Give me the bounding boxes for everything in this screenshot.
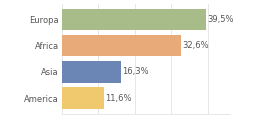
Text: 39,5%: 39,5% (207, 15, 234, 24)
Bar (62, 35, 181, 56)
Bar (62, 61, 121, 83)
Text: 11,6%: 11,6% (106, 94, 132, 103)
Bar (62, 87, 104, 109)
Text: 16,3%: 16,3% (123, 67, 149, 76)
Text: 32,6%: 32,6% (182, 41, 209, 50)
Bar (62, 9, 206, 30)
